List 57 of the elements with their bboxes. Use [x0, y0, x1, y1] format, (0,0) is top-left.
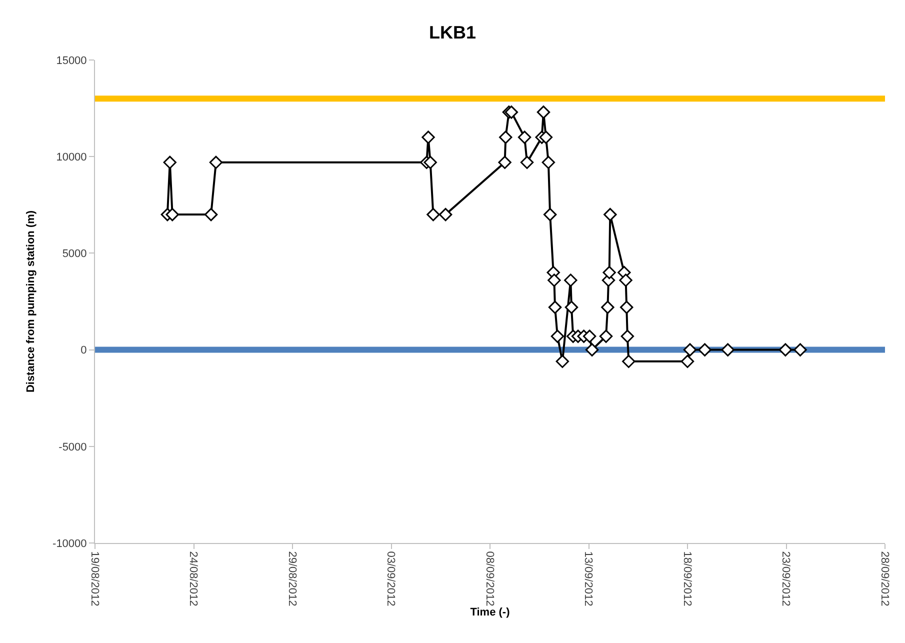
x-tick-label: 29/08/2012 — [286, 551, 298, 606]
point — [550, 330, 564, 343]
point — [209, 156, 223, 169]
point — [539, 130, 553, 144]
point — [499, 130, 512, 144]
point — [536, 106, 550, 119]
point — [620, 330, 634, 343]
point — [548, 274, 561, 287]
point — [548, 300, 562, 314]
x-tick-label: 28/09/2012 — [878, 551, 890, 606]
y-tick-label: 10000 — [56, 151, 87, 164]
point — [426, 208, 440, 222]
x-tick-label: 08/09/2012 — [483, 551, 496, 606]
point — [620, 300, 634, 314]
point — [794, 343, 807, 356]
point — [564, 274, 578, 287]
point — [622, 354, 636, 368]
x-tick-label: 23/09/2012 — [780, 551, 792, 606]
point — [619, 274, 632, 287]
point — [556, 354, 570, 368]
x-tick-label: 03/09/2012 — [384, 551, 397, 606]
x-tick-label: 18/09/2012 — [680, 551, 693, 606]
point — [163, 156, 176, 169]
x-axis-title: Time (-) — [470, 606, 510, 618]
point — [438, 208, 452, 222]
point — [564, 300, 578, 314]
point — [518, 130, 532, 144]
point — [585, 343, 599, 356]
point — [520, 156, 534, 169]
point — [721, 343, 734, 356]
x-tick-label: 24/08/2012 — [187, 551, 200, 606]
point — [424, 156, 437, 169]
point — [422, 130, 435, 144]
point — [582, 330, 596, 343]
chart-title: LKB1 — [428, 22, 476, 42]
x-tick-label: 13/09/2012 — [582, 551, 594, 606]
y-tick-label: 15000 — [56, 54, 87, 67]
point — [680, 354, 694, 368]
point — [698, 343, 712, 356]
point — [504, 106, 518, 119]
point — [778, 343, 792, 356]
point — [683, 343, 697, 356]
point — [542, 156, 556, 169]
point — [604, 208, 617, 222]
point — [602, 266, 616, 280]
point — [543, 208, 557, 222]
point — [498, 156, 512, 169]
point — [601, 300, 614, 314]
y-tick-label: 5000 — [62, 248, 87, 260]
y-tick-label: -5000 — [58, 441, 87, 454]
point — [599, 330, 613, 343]
y-tick-label: -10000 — [52, 538, 87, 550]
y-tick-label: 0 — [80, 344, 87, 357]
point — [204, 208, 218, 222]
x-tick-label: 19/08/2012 — [88, 551, 100, 606]
point — [166, 208, 179, 222]
y-axis-title: Distance from pumping station (m) — [25, 210, 38, 393]
